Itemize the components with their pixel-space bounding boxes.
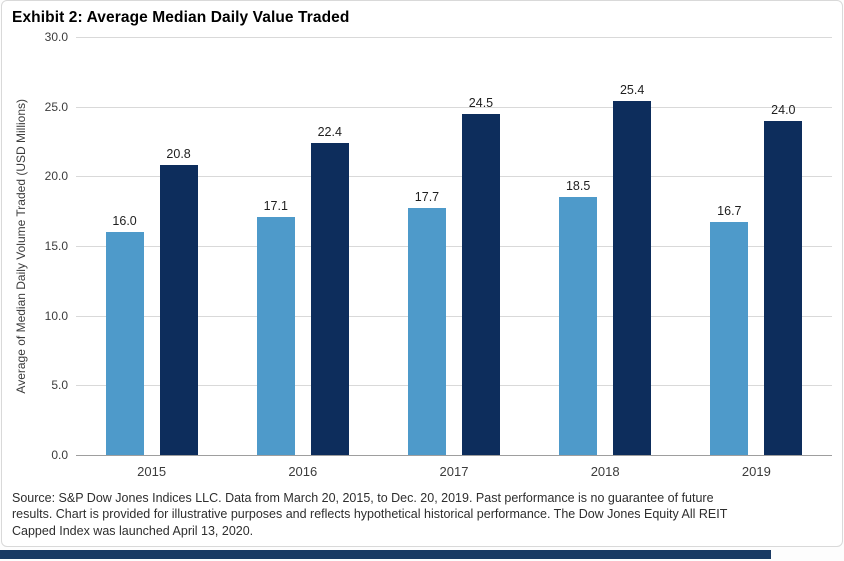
- bar-dark-navy-series-2019: [764, 120, 803, 455]
- x-axis-category-label: 2015: [137, 464, 167, 479]
- y-tick-label: 15.0: [44, 239, 68, 253]
- bar-column: 22.4: [310, 37, 349, 455]
- y-tick-label: 25.0: [44, 99, 68, 114]
- bar-light-blue-series-2018: [559, 197, 598, 455]
- bar-group-2017: 17.7 24.5: [407, 37, 500, 455]
- bar-column: 18.5: [559, 37, 598, 455]
- x-axis-category-label: 2017: [439, 464, 469, 479]
- bar-column: 24.5: [461, 37, 500, 455]
- gridline: [76, 176, 832, 178]
- y-tick-label: 30.0: [44, 30, 68, 44]
- bar-group-2018: 18.5 25.4: [559, 37, 652, 455]
- bar-value-label: 24.0: [771, 102, 796, 117]
- bar-group-2015: 16.0 20.8: [105, 37, 198, 455]
- bar-dark-navy-series-2017: [461, 113, 500, 455]
- chart-title: Exhibit 2: Average Median Daily Value Tr…: [12, 9, 350, 26]
- bar-value-label: 24.5: [468, 95, 494, 110]
- bar-column: 20.8: [159, 37, 198, 455]
- bar-column: 24.0: [764, 37, 803, 455]
- bar-light-blue-series-2015: [105, 232, 144, 455]
- y-axis-ticks: 0.0 5.0 10.0 15.0 20.0 25.0 30.0: [30, 30, 76, 462]
- bar-value-label: 17.1: [263, 198, 288, 213]
- gridline: [76, 37, 832, 38]
- bar-chart: Average of Median Daily Volume Traded (U…: [12, 30, 832, 479]
- y-axis-label: Average of Median Daily Volume Traded (U…: [14, 98, 28, 394]
- gridline: [76, 385, 832, 387]
- bar-column: 16.0: [105, 37, 144, 455]
- gridline: [76, 315, 832, 317]
- plot-row: 0.0 5.0 10.0 15.0 20.0 25.0 30.0 16.0 20.8 17.1 2…: [30, 30, 832, 462]
- bar-value-label: 20.8: [166, 147, 191, 162]
- bar-column: 16.7: [710, 37, 749, 455]
- bar-column: 17.1: [256, 37, 295, 455]
- bar-light-blue-series-2017: [407, 208, 446, 455]
- x-axis-category-label: 2019: [741, 464, 771, 479]
- bar-group-2016: 17.1 22.4: [256, 37, 349, 455]
- y-tick-label: 5.0: [51, 378, 68, 393]
- gridline: [76, 106, 832, 108]
- bar-dark-navy-series-2018: [613, 101, 652, 455]
- bar-group-2019: 16.7 24.0: [710, 37, 803, 455]
- gridline: [76, 246, 832, 247]
- bar-groups: 16.0 20.8 17.1 22.4 17.7 24.5 18.5 25.4 16.7 24.0: [76, 37, 832, 455]
- chart-card: Exhibit 2: Average Median Daily Value Tr…: [1, 0, 843, 547]
- x-axis-category-label: 2018: [590, 464, 620, 479]
- bar-value-label: 18.5: [565, 179, 591, 194]
- bar-column: 25.4: [613, 37, 652, 455]
- plot-area: 16.0 20.8 17.1 22.4 17.7 24.5 18.5 25.4 16.7 24.0: [76, 37, 832, 456]
- y-tick-label: 0.0: [51, 448, 68, 462]
- x-axis-labels: 2015 2016 2017 2018 2019: [76, 456, 832, 479]
- y-axis-label-container: Average of Median Daily Volume Traded (U…: [12, 37, 30, 455]
- bar-value-label: 16.0: [112, 214, 137, 229]
- bar-column: 17.7: [407, 37, 446, 455]
- bar-dark-navy-series-2016: [310, 142, 349, 455]
- source-note: Source: S&P Dow Jones Indices LLC. Data …: [12, 490, 832, 539]
- bar-dark-navy-series-2015: [159, 165, 198, 455]
- x-axis: 2015 2016 2017 2018 2019: [30, 456, 832, 479]
- bar-light-blue-series-2016: [256, 216, 295, 455]
- bar-value-label: 17.7: [414, 190, 440, 205]
- y-tick-label: 20.0: [44, 169, 68, 184]
- source-note-line: Source: S&P Dow Jones Indices LLC. Data …: [12, 491, 714, 505]
- bar-value-label: 22.4: [317, 124, 342, 139]
- bar-light-blue-series-2019: [710, 222, 749, 455]
- source-note-line: results. Chart is provided for illustrat…: [12, 507, 728, 522]
- y-tick-label: 10.0: [44, 308, 68, 323]
- x-axis-category-label: 2016: [288, 464, 318, 479]
- bottom-accent-bar: [0, 550, 771, 559]
- bar-value-label: 16.7: [717, 204, 742, 219]
- source-note-line: Capped Index was launched April 13, 2020…: [12, 523, 254, 538]
- chart-main: 0.0 5.0 10.0 15.0 20.0 25.0 30.0 16.0 20.8 17.1 2…: [30, 30, 832, 479]
- bar-value-label: 25.4: [619, 83, 645, 98]
